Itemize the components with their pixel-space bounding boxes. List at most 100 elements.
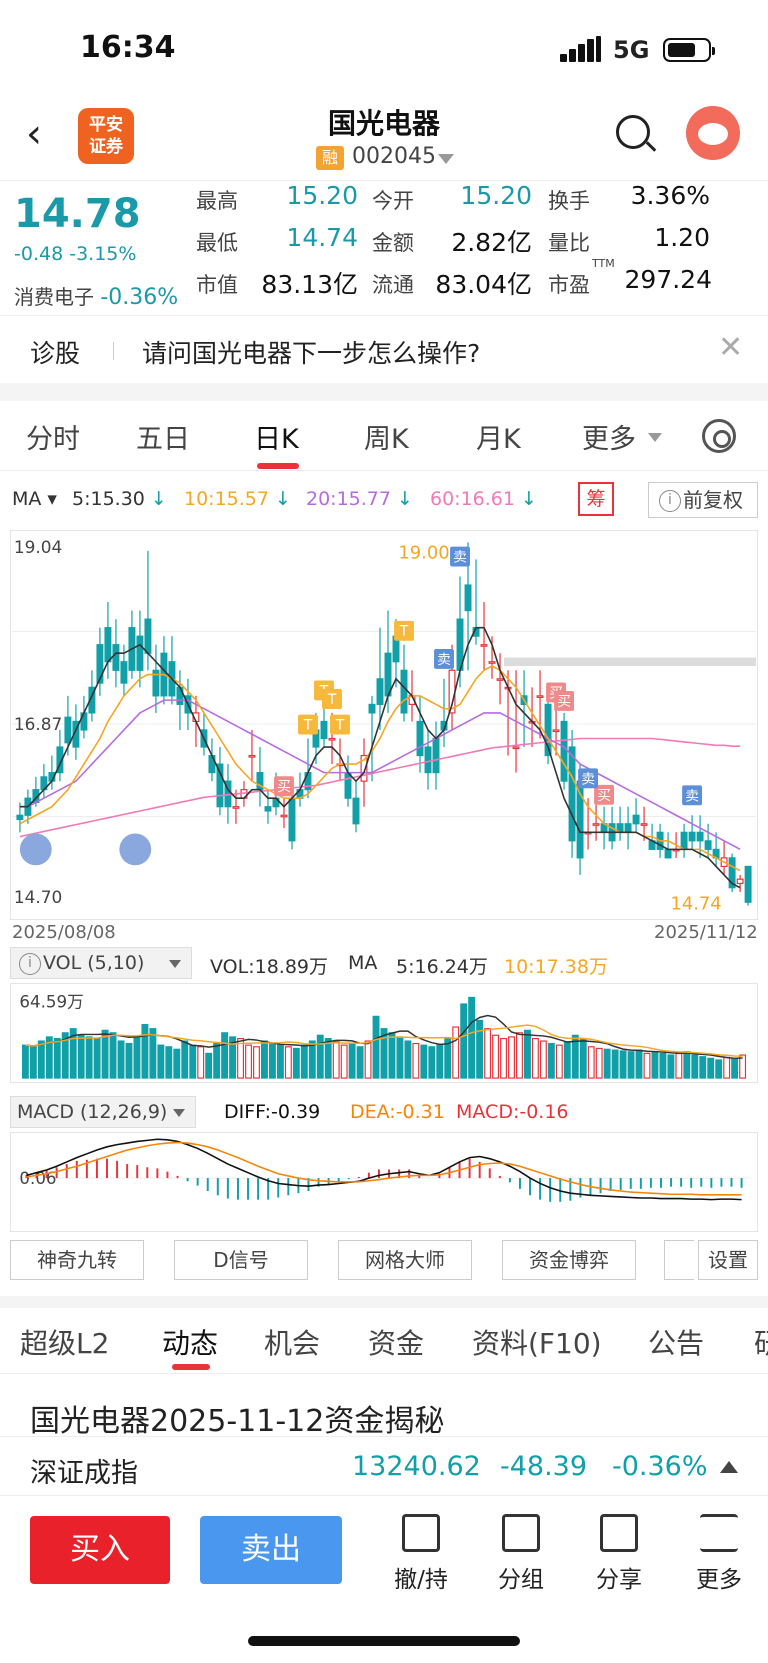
volume-bar [364,1040,372,1079]
status-time: 16:34 [80,30,176,65]
ma-label[interactable]: MA ▾ [12,488,57,510]
volume-bar [619,1050,627,1079]
ma-label-text: MA [12,488,42,510]
tool-nine-turns[interactable]: 神奇九转 [10,1240,144,1280]
tool-grid-master[interactable]: 网格大师 [338,1240,472,1280]
tab-f10[interactable]: 资料(F10) [472,1327,602,1360]
buy-button[interactable]: 买入 [30,1516,170,1584]
tool-fund-game[interactable]: 资金博弈 [502,1240,636,1280]
candle-body [232,806,240,809]
volume-bar [340,1044,348,1079]
news-title[interactable]: 国光电器2025-11-12资金揭秘 [30,1404,445,1439]
volume-bar [444,1037,452,1079]
candle-body [104,627,112,663]
sell-button[interactable]: 卖出 [200,1516,342,1584]
search-icon[interactable] [616,115,650,149]
signal-marker [434,648,454,669]
caret-down-icon[interactable] [438,154,454,164]
tab-announcement[interactable]: 公告 [648,1327,705,1360]
macd-indicator-select[interactable]: MACD (12,26,9) [10,1096,196,1128]
period-tabs: 分时 五日 日K 周K 月K 更多 [0,401,768,471]
tab-super-l2[interactable]: 超级L2 [20,1327,110,1360]
tab-news[interactable]: 动态 [162,1327,219,1360]
candle-body [264,806,272,812]
candle-body [624,823,632,833]
candle-body [328,737,336,741]
close-icon[interactable]: ✕ [718,330,744,365]
volume-bar [229,1036,237,1079]
tab-funds[interactable]: 资金 [368,1327,425,1360]
dea-line [26,1141,742,1196]
pe-value: 297.24 [624,265,712,294]
volume-bar [117,1040,125,1079]
group-button[interactable]: 分组 [486,1514,556,1594]
tab-five-day[interactable]: 五日 [136,424,190,455]
diff-line [26,1138,742,1201]
max-price-label: 19.00 [398,542,449,563]
candle-body [480,644,488,647]
volume-bar [436,1044,444,1079]
back-chevron-icon[interactable]: ‹ [26,111,42,157]
diagnose-question[interactable]: 请问国光电器下一步怎么操作? [142,339,481,368]
volume-bar [245,1044,252,1079]
macd-chart[interactable]: 0.06 [10,1132,758,1232]
candle-body [72,720,80,748]
settings-gear-icon[interactable] [702,419,736,453]
volume-bar [149,1028,157,1079]
volume-bar [539,1040,547,1079]
resistance-zone [504,657,757,667]
tab-more[interactable]: 更多 [582,424,636,455]
stock-code[interactable]: 002045 [352,144,436,169]
cancel-hold-button[interactable]: 撤/持 [386,1514,456,1594]
more-button[interactable]: 更多 [684,1514,754,1594]
tab-monthly-k[interactable]: 月K [476,424,521,455]
candle-body [152,669,160,697]
tool-settings[interactable]: 设置 [698,1240,758,1280]
volume-bar [300,1044,308,1079]
collapse-left-icon [19,833,52,866]
vol-indicator-select[interactable]: VOL (5,10) [10,947,192,979]
candle-body [632,814,640,825]
candle-body [280,814,288,818]
candle-body [664,848,672,859]
volume-bar [380,1028,388,1079]
expand-up-icon[interactable] [720,1461,738,1473]
diagnose-bar[interactable]: 诊股 请问国光电器下一步怎么操作? ✕ [0,315,768,383]
share-icon [600,1514,638,1552]
tool-partial[interactable] [664,1240,694,1280]
vol-tick-label: 64.59万 [19,993,83,1012]
volume-bar [324,1037,332,1079]
tool-d-signal[interactable]: D信号 [174,1240,308,1280]
volume-bar [595,1047,603,1079]
change-value: -0.48 [14,243,64,265]
volume-bar [484,1028,492,1079]
home-indicator [248,1636,520,1646]
tab-research-partial[interactable]: 研 [754,1322,768,1362]
status-bar: 16:34 5G [0,0,768,100]
chip-button[interactable]: 筹 [578,482,614,516]
volume-bar [723,1056,731,1079]
volume-chart[interactable]: 64.59万 [10,983,758,1083]
tab-opportunity[interactable]: 机会 [264,1327,321,1360]
signal-label: T [303,718,313,734]
share-button[interactable]: 分享 [584,1514,654,1594]
volume-bar [221,1032,229,1079]
vol-value: VOL:18.89万 [210,956,328,978]
assistant-avatar[interactable] [686,106,740,160]
active-tab-indicator [257,463,299,469]
sector-info[interactable]: 消费电子 -0.36% [14,281,178,310]
candle-body [736,878,744,885]
low-value: 14.74 [286,223,358,252]
index-ticker[interactable]: 深证成指 13240.62 -48.39 -0.36% [0,1436,768,1496]
volume-bar [189,1044,197,1079]
tab-weekly-k[interactable]: 周K [364,424,409,455]
volume-bar [332,1041,340,1079]
volume-bar [643,1052,651,1079]
tab-daily-k[interactable]: 日K [254,424,299,455]
tab-intraday[interactable]: 分时 [26,424,80,455]
signal-marker [394,620,414,641]
signal-marker [578,768,599,789]
share-label: 分享 [596,1567,642,1593]
adjust-button[interactable]: 前复权 [648,482,758,518]
